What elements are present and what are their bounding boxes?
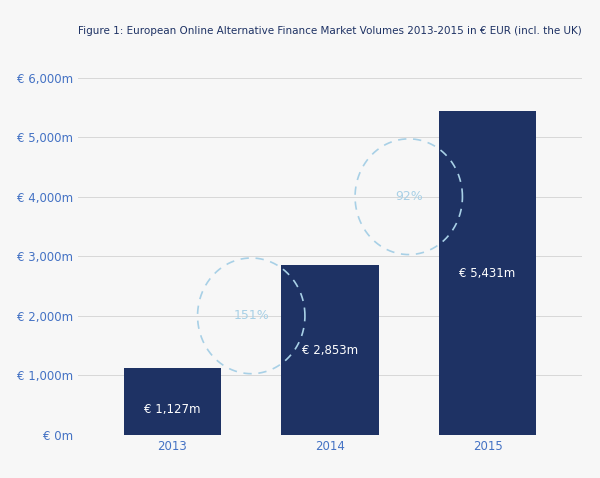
Text: € 2,853m: € 2,853m: [302, 344, 358, 357]
Text: € 5,431m: € 5,431m: [460, 267, 515, 280]
Bar: [124, 368, 221, 435]
Bar: [439, 111, 536, 435]
Text: € 1,127m: € 1,127m: [144, 403, 201, 416]
Text: Figure 1: European Online Alternative Finance Market Volumes 2013-2015 in € EUR : Figure 1: European Online Alternative Fi…: [78, 26, 582, 36]
Text: 151%: 151%: [233, 309, 269, 322]
Text: 92%: 92%: [395, 190, 422, 203]
Bar: [281, 265, 379, 435]
